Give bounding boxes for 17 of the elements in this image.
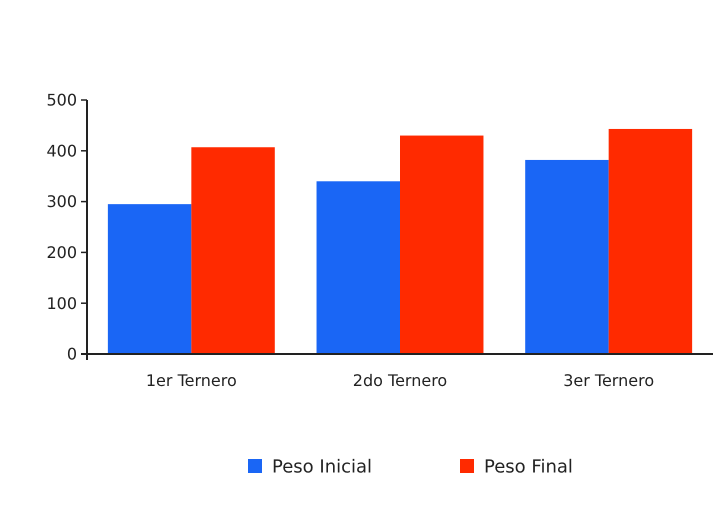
y-tick-label: 200 (46, 243, 77, 262)
x-tick-label: 3er Ternero (563, 371, 654, 390)
y-tick-label: 300 (46, 192, 77, 212)
x-tick-label: 1er Ternero (146, 371, 237, 390)
y-tick-label: 400 (46, 141, 77, 160)
bar (525, 160, 609, 354)
legend-label: Peso Final (484, 456, 573, 478)
bar (316, 181, 400, 354)
x-tick-label: 2do Ternero (352, 371, 448, 390)
bar (608, 128, 692, 354)
bar (191, 147, 275, 354)
bar (400, 136, 484, 354)
y-tick-label: 0 (66, 344, 77, 364)
y-tick-label: 100 (46, 294, 77, 313)
bar (108, 204, 192, 354)
y-tick-label: 500 (46, 90, 77, 110)
legend-label: Peso Inicial (272, 456, 372, 478)
